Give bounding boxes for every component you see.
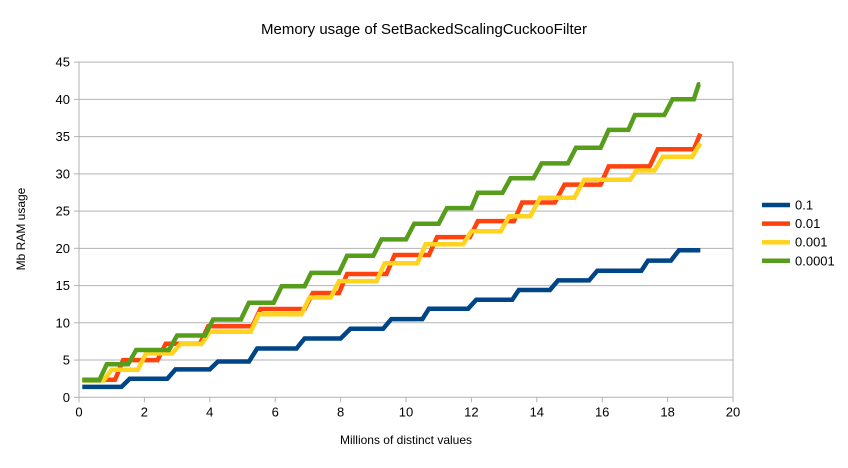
series-line-0.1 bbox=[82, 247, 701, 390]
x-tick-label: 16 bbox=[595, 404, 609, 419]
y-tick-label: 30 bbox=[56, 166, 70, 181]
series-line-0.0001 bbox=[82, 81, 701, 383]
axis-labels: 0 5 10 15 20 25 30 35 40 45 0 2 4 6 8 10 12 14 16 18 20 bbox=[56, 55, 741, 420]
x-tick-label: 8 bbox=[337, 404, 344, 419]
y-tick-label: 45 bbox=[56, 55, 70, 70]
legend-item-0.1: 0.1 bbox=[762, 198, 813, 213]
y-tick-label: 0 bbox=[63, 390, 70, 405]
legend-item-0.01: 0.01 bbox=[762, 216, 820, 231]
x-axis-title: Millions of distinct values bbox=[340, 433, 472, 447]
series-line-0.001 bbox=[82, 142, 703, 383]
legend-label-0.001: 0.001 bbox=[795, 235, 828, 250]
x-tick-label: 6 bbox=[272, 404, 279, 419]
chart-title: Memory usage of SetBackedScalingCuckooFi… bbox=[261, 21, 587, 38]
x-tick-label: 10 bbox=[399, 404, 413, 419]
y-tick-label: 25 bbox=[56, 204, 70, 219]
series-lines bbox=[82, 81, 703, 390]
y-tick-label: 5 bbox=[63, 353, 70, 368]
x-tick-label: 4 bbox=[206, 404, 213, 419]
legend-label-0.1: 0.1 bbox=[795, 198, 813, 213]
legend-label-0.0001: 0.0001 bbox=[795, 253, 835, 268]
gridlines bbox=[79, 61, 734, 398]
x-tick-label: 14 bbox=[530, 404, 544, 419]
y-tick-label: 35 bbox=[56, 129, 70, 144]
x-tick-label: 2 bbox=[141, 404, 148, 419]
x-tick-label: 0 bbox=[75, 404, 82, 419]
x-tick-label: 20 bbox=[726, 404, 740, 419]
x-tick-label: 18 bbox=[660, 404, 674, 419]
y-tick-label: 10 bbox=[56, 315, 70, 330]
legend-item-0.001: 0.001 bbox=[762, 235, 828, 250]
y-tick-label: 15 bbox=[56, 278, 70, 293]
y-axis-title: Mb RAM usage bbox=[14, 187, 28, 270]
axis-ticks bbox=[74, 61, 734, 403]
legend: 0.1 0.01 0.001 0.0001 bbox=[762, 198, 835, 268]
legend-item-0.0001: 0.0001 bbox=[762, 253, 835, 268]
y-tick-label: 40 bbox=[56, 92, 70, 107]
y-tick-label: 20 bbox=[56, 241, 70, 256]
x-tick-label: 12 bbox=[464, 404, 478, 419]
legend-label-0.01: 0.01 bbox=[795, 216, 820, 231]
